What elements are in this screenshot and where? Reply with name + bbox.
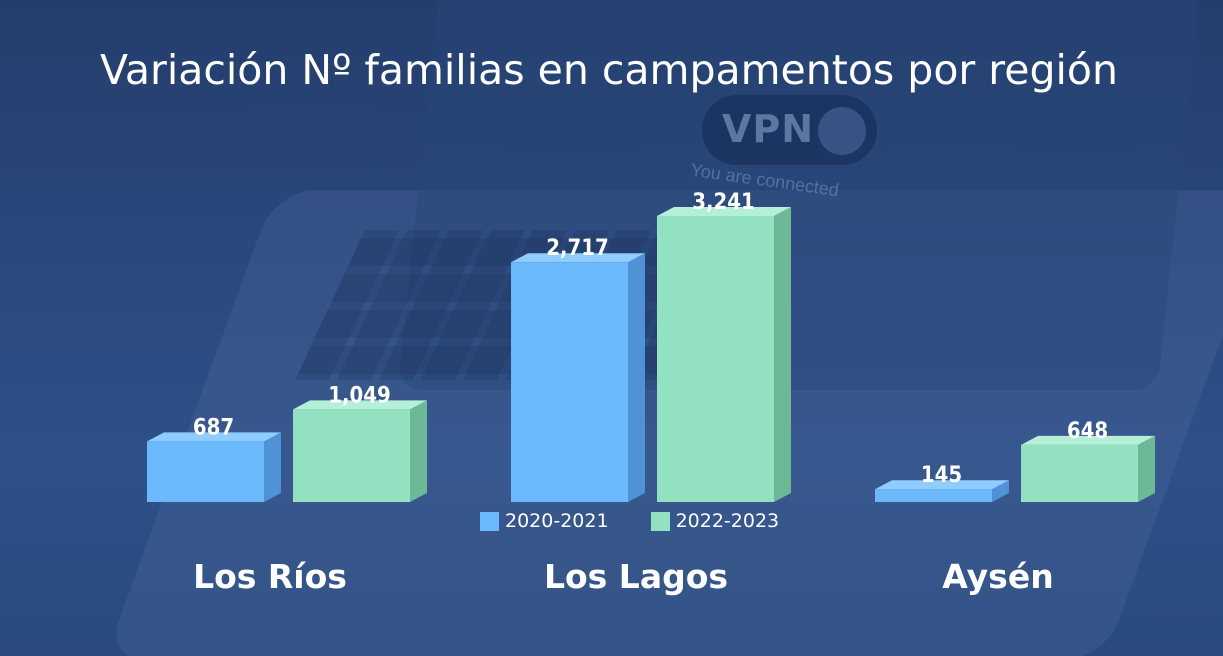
bar-1-series-1 bbox=[147, 441, 264, 502]
bar-2-series-2-side bbox=[774, 207, 791, 502]
legend-item-series-2: 2022-2023 bbox=[650, 510, 780, 532]
bar-3-series-1-side bbox=[992, 480, 1009, 502]
legend-label-series-2: 2022-2023 bbox=[675, 510, 780, 532]
legend-item-series-1: 2020-2021 bbox=[480, 510, 609, 532]
bar-3-series-1-top bbox=[875, 480, 1009, 490]
category-label-2: Los Lagos bbox=[544, 557, 728, 596]
background-vpn-text: VPN bbox=[722, 107, 815, 151]
category-label-3: Aysén bbox=[942, 557, 1053, 596]
data-label-3-series-2: 648 bbox=[1067, 419, 1108, 444]
background-toggle-knob bbox=[818, 107, 866, 155]
bar-1-series-2 bbox=[293, 409, 410, 502]
bar-1-series-2-side bbox=[410, 400, 427, 502]
bar-3-series-2-top bbox=[1021, 435, 1155, 445]
bar-2-series-2 bbox=[657, 216, 774, 502]
data-label-1-series-1: 687 bbox=[193, 415, 234, 440]
bar-2-series-1 bbox=[511, 262, 628, 502]
data-label-3-series-1: 145 bbox=[921, 463, 962, 488]
bar-2-series-1-top bbox=[511, 253, 645, 263]
bar-1-series-1-side bbox=[264, 432, 281, 502]
data-label-1-series-2: 1,049 bbox=[328, 383, 391, 408]
category-label-1: Los Ríos bbox=[193, 557, 347, 596]
legend-swatch-series-1 bbox=[480, 511, 499, 531]
legend-swatch-series-2 bbox=[650, 511, 670, 531]
bar-1-series-1-top bbox=[147, 432, 281, 442]
bar-2-series-1-side bbox=[628, 253, 645, 502]
chart-legend: 2020-2021 2022-2023 bbox=[480, 510, 779, 532]
chart-title: Variación Nº familias en campamentos por… bbox=[100, 46, 1118, 94]
bar-3-series-2-side bbox=[1138, 435, 1155, 502]
bar-3-series-1 bbox=[875, 489, 992, 502]
bar-1-series-2-top bbox=[293, 400, 427, 410]
data-label-2-series-1: 2,717 bbox=[546, 236, 609, 261]
data-label-2-series-2: 3,241 bbox=[692, 190, 755, 215]
bar-2-series-2-top bbox=[657, 207, 791, 216]
legend-label-series-1: 2020-2021 bbox=[505, 510, 609, 532]
bar-3-series-2 bbox=[1021, 444, 1138, 502]
